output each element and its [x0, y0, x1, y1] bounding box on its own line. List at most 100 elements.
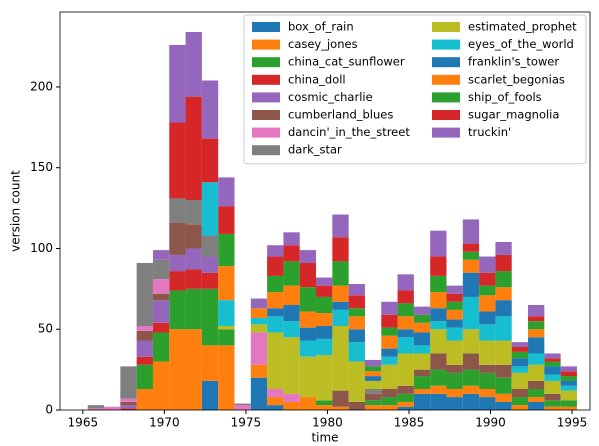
bar-segment [169, 122, 186, 199]
bar-segment [479, 397, 496, 410]
legend: box_of_rain casey_jones china_cat_sunflowe… [243, 14, 587, 165]
bar-segment [185, 269, 202, 289]
legend-label: dark_star [288, 143, 342, 157]
bar-segment [430, 393, 447, 410]
bar-segment [364, 400, 382, 406]
bar-segment [397, 337, 414, 354]
bar-segment [560, 390, 577, 401]
y-tick-label: 0 [45, 403, 53, 417]
bar-segment [136, 330, 153, 341]
bar-segment [381, 397, 398, 406]
bar-segment [430, 275, 447, 293]
bar-segment [218, 326, 235, 330]
bar-segment [511, 405, 529, 410]
bar-segment [169, 290, 186, 330]
bar-segment [185, 224, 202, 249]
bar-segment [185, 96, 202, 201]
legend-swatch [432, 127, 460, 138]
bar-segment [544, 353, 561, 359]
bar-segment [283, 401, 300, 410]
bar-segment [511, 397, 529, 406]
bar-segment [364, 366, 382, 372]
bar-segment [462, 272, 480, 297]
bar-segment [267, 397, 284, 406]
bar-segment [299, 250, 317, 264]
bar-segment [446, 364, 463, 373]
bar-segment [185, 329, 202, 410]
bar-segment [332, 326, 349, 391]
bar-segment [201, 80, 219, 139]
bar-segment [87, 405, 105, 409]
bar-segment [283, 305, 300, 322]
legend-label: box_of_rain [288, 20, 354, 34]
bar-segment [283, 245, 300, 262]
bar-segment [495, 287, 512, 301]
bar-segment [267, 256, 284, 276]
bar-segment [136, 263, 153, 327]
bar-segment [250, 308, 268, 318]
bar-segment [152, 361, 170, 410]
bar-segment [397, 329, 414, 338]
bar-segment [152, 332, 170, 362]
bar-segment [364, 393, 382, 401]
bar-segment [267, 316, 284, 333]
bar-segment [528, 329, 545, 338]
bar-segment [479, 340, 496, 365]
legend-label: scarlet_begonias [468, 72, 565, 86]
bar-segment [560, 400, 577, 407]
bar-segment [528, 397, 545, 402]
legend-box [243, 14, 587, 165]
bar-segment [495, 316, 512, 341]
bar-segment [430, 369, 447, 386]
bar-segment [185, 288, 202, 330]
bar-segment [462, 259, 480, 273]
bar-segment [446, 340, 463, 365]
bar-segment [397, 290, 414, 304]
bar-segment [511, 347, 529, 352]
bar-segment [413, 332, 431, 346]
bar-segment [528, 364, 545, 381]
bar-segment [267, 292, 284, 309]
bar-segment [364, 376, 382, 381]
bar-segment [120, 398, 137, 402]
bar-segment [446, 389, 463, 398]
bar-segment [332, 214, 349, 238]
bar-segment [430, 329, 447, 354]
bar-segment [364, 389, 382, 394]
bar-segment [250, 332, 268, 365]
bar-segment [250, 324, 268, 333]
bar-segment [413, 314, 431, 323]
bar-segment [511, 389, 529, 398]
x-tick-label: 1965 [68, 416, 99, 430]
bar-segment [364, 371, 382, 377]
y-tick-label: 100 [30, 241, 53, 255]
bar-segment [152, 293, 170, 301]
bar-segment [495, 271, 512, 288]
legend-swatch [432, 74, 460, 85]
legend-label: cumberland_blues [288, 108, 393, 122]
y-tick-label: 150 [30, 160, 53, 174]
bar-segment [446, 293, 463, 302]
bar-segment [332, 390, 349, 407]
bar-segment [462, 329, 480, 354]
bar-segment [316, 405, 333, 410]
bar-segment [120, 405, 137, 409]
bar-segment [413, 353, 431, 370]
x-tick-label: 1980 [312, 416, 343, 430]
bar-segment [511, 351, 529, 359]
bar-segment [218, 300, 235, 327]
bar-segment [316, 296, 333, 314]
bar-segment [381, 335, 398, 349]
bar-segment [495, 254, 512, 272]
bar-segment [560, 406, 577, 410]
bar-segment [348, 329, 365, 343]
bar-segment [528, 316, 545, 322]
bar-segment [528, 337, 545, 354]
bar-segment [185, 200, 202, 225]
bar-segment [201, 345, 219, 381]
bar-segment [332, 237, 349, 262]
legend-label: china_cat_sunflower [288, 55, 405, 69]
bar-segment [560, 371, 577, 377]
bar-segment [479, 256, 496, 273]
